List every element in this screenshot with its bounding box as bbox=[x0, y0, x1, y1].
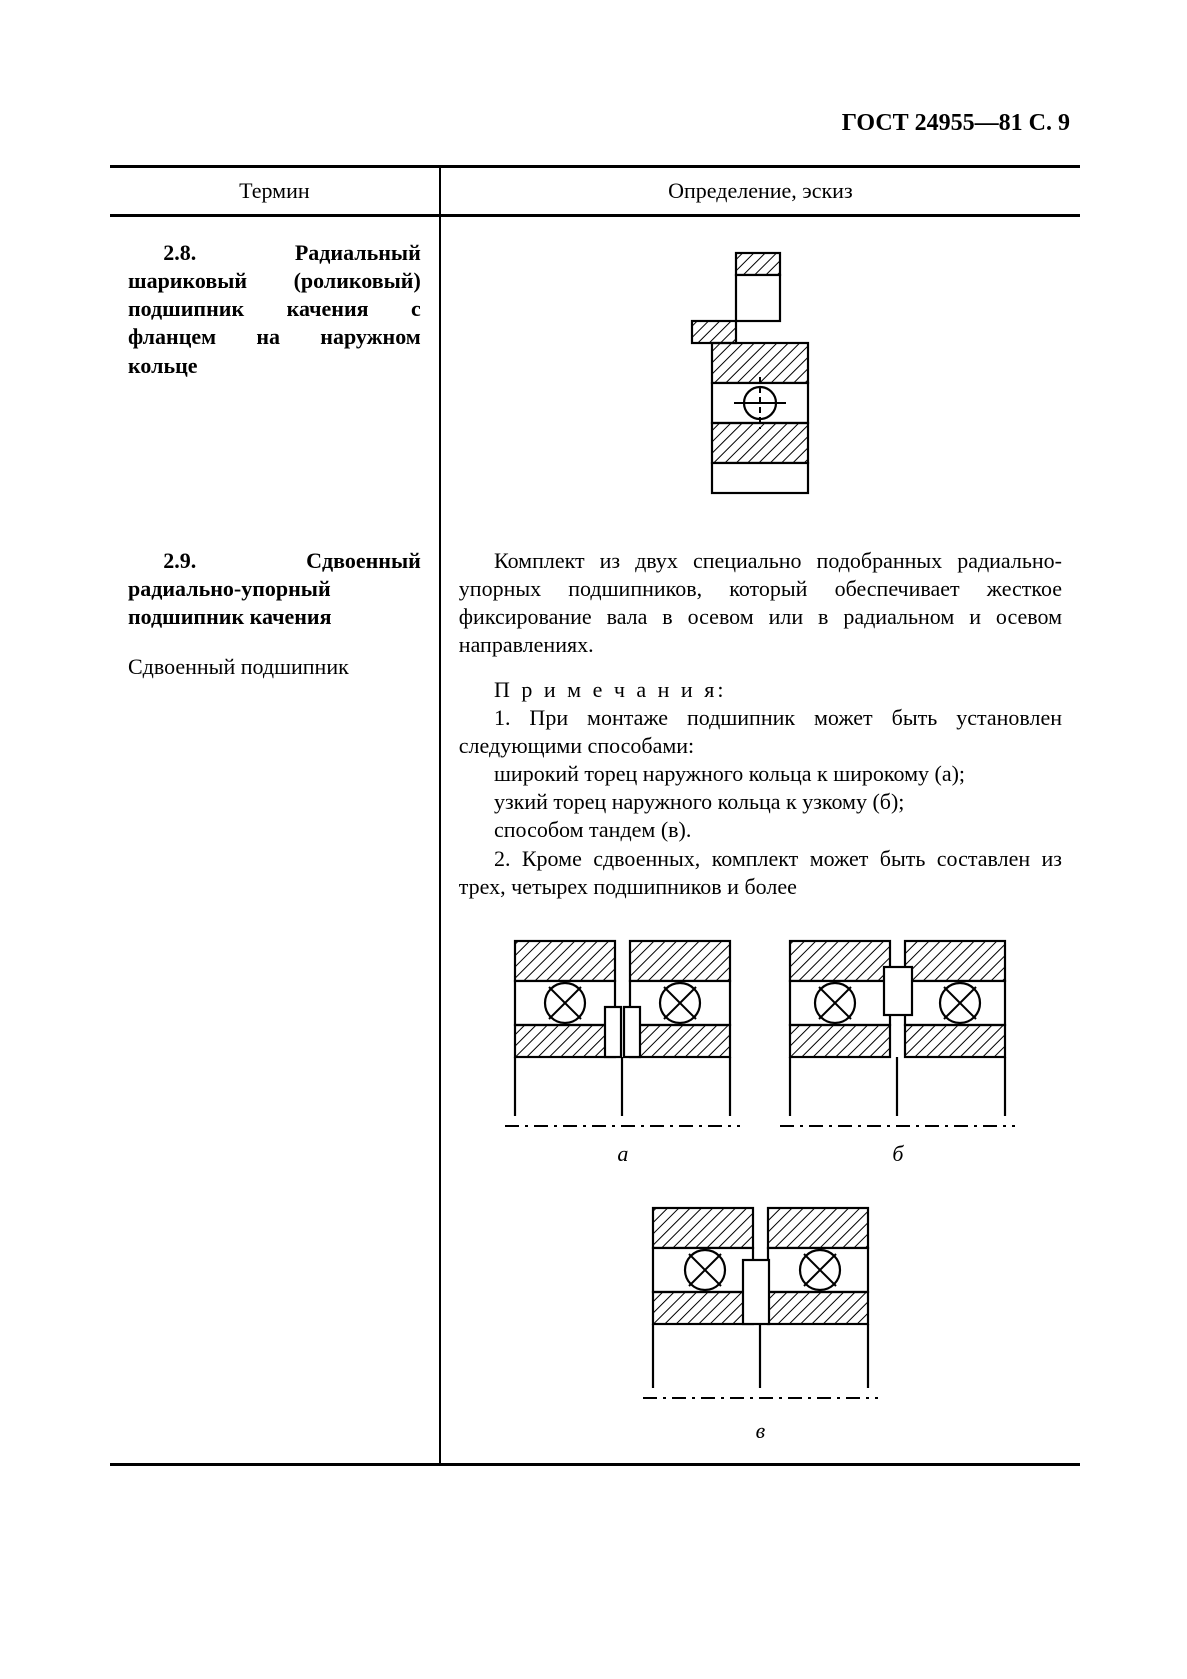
sketch-28 bbox=[459, 247, 1062, 507]
term-number: 2.8. bbox=[163, 240, 196, 265]
definitions-table: Термин Определение, эскиз 2.8. Радиальны… bbox=[110, 165, 1080, 1466]
table-row: 2.8. Радиальный шариковый (роликовый) по… bbox=[110, 216, 1080, 526]
term-title: 2.8. Радиальный шариковый (роликовый) по… bbox=[128, 239, 421, 380]
col-header-definition: Определение, эскиз bbox=[440, 167, 1080, 216]
definition-text: Комплект из двух специально подобранных … bbox=[459, 547, 1062, 660]
sketch-caption-b: б bbox=[892, 1140, 903, 1168]
duplex-v-icon bbox=[643, 1198, 878, 1413]
col-header-term: Термин bbox=[110, 167, 440, 216]
sketch-caption-a: а bbox=[617, 1140, 628, 1168]
note-line: способом тандем (в). bbox=[459, 816, 1062, 844]
table-row: 2.9. Сдвоенный радиально-упорный подшипн… bbox=[110, 525, 1080, 1465]
note-line: узкий торец наружного кольца к узкому (б… bbox=[459, 788, 1062, 816]
term-title: 2.9. Сдвоенный радиально-упорный подшипн… bbox=[128, 547, 421, 631]
term-alt: Сдвоенный подшипник bbox=[128, 653, 421, 681]
bearing-flanged-icon bbox=[680, 247, 840, 507]
term-number: 2.9. bbox=[163, 548, 196, 573]
note-line: 1. При монтаже подшипник может быть уста… bbox=[459, 704, 1062, 760]
duplex-a-icon bbox=[505, 931, 740, 1136]
sketch-row-ab: а bbox=[459, 931, 1062, 1168]
notes-label: П р и м е ч а н и я: bbox=[459, 676, 1062, 704]
sketch-caption-v: в bbox=[756, 1417, 766, 1445]
note-line: 2. Кроме сдвоенных, комплект может быть … bbox=[459, 845, 1062, 901]
sketch-row-v: в bbox=[459, 1198, 1062, 1445]
page: ГОСТ 24955—81 С. 9 Термин Определение, э… bbox=[110, 110, 1080, 1466]
page-header: ГОСТ 24955—81 С. 9 bbox=[110, 110, 1080, 137]
note-line: широкий торец наружного кольца к широком… bbox=[459, 760, 1062, 788]
duplex-b-icon bbox=[780, 931, 1015, 1136]
